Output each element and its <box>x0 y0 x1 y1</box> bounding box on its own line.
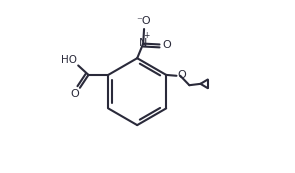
Text: O: O <box>163 40 171 50</box>
Text: O: O <box>70 89 79 99</box>
Text: ⁻O: ⁻O <box>136 16 150 26</box>
Text: +: + <box>143 31 149 40</box>
Text: N: N <box>139 38 147 48</box>
Text: HO: HO <box>61 55 77 65</box>
Text: O: O <box>178 70 187 80</box>
